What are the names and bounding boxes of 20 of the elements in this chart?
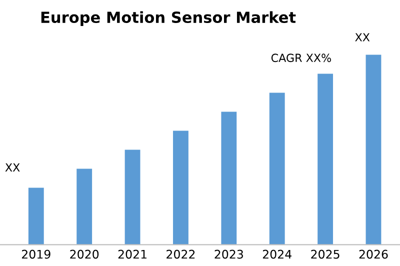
x-tick-label: 2020 [70,250,99,259]
x-tick-label: 2022 [166,250,195,259]
annotation: XX [355,33,370,42]
bar [366,54,382,245]
x-tick-label: 2023 [214,250,243,259]
bar [124,150,140,245]
x-tick-label: 2024 [262,250,292,259]
x-tick-label: 2026 [359,250,388,259]
x-tick-label: 2025 [311,250,340,259]
bar [28,188,44,245]
x-tick-label: 2021 [118,250,146,259]
bar [318,74,334,245]
bar [76,168,92,245]
annotation: XX [5,163,20,172]
x-tick-label: 2019 [22,250,50,259]
annotation: CAGR XX% [271,54,331,62]
chart-title: Europe Motion Sensor Market [41,11,296,26]
bar [173,130,188,245]
bar [221,112,237,245]
bar [269,92,285,245]
